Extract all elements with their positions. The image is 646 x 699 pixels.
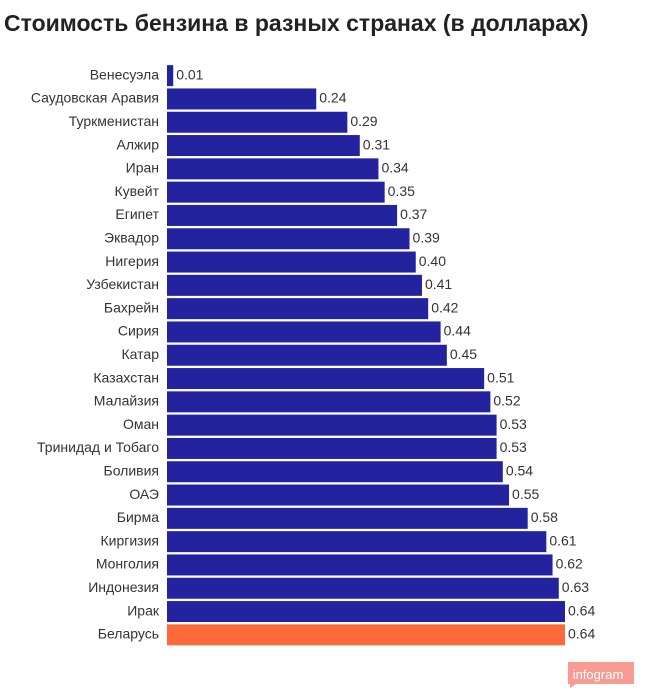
value-label: 0.52	[493, 393, 520, 409]
category-label: Венесуэла	[90, 66, 159, 82]
category-label: Индонезия	[88, 579, 159, 595]
value-label: 0.55	[512, 486, 539, 502]
bar[interactable]	[167, 111, 348, 133]
category-label: Сирия	[118, 323, 159, 339]
category-label: Бахрейн	[104, 299, 159, 315]
value-label: 0.01	[176, 66, 203, 82]
category-label: Нигерия	[105, 253, 159, 269]
bar[interactable]	[167, 65, 174, 87]
bar[interactable]	[167, 391, 491, 413]
value-label: 0.45	[450, 346, 477, 362]
bar[interactable]	[167, 437, 497, 459]
bar[interactable]	[167, 274, 422, 296]
bar[interactable]	[167, 181, 385, 203]
value-label: 0.41	[425, 276, 452, 292]
value-label: 0.61	[549, 532, 576, 548]
chart-title: Стоимость бензина в разных странах (в до…	[4, 10, 589, 36]
category-label: Египет	[115, 206, 159, 222]
value-label: 0.44	[444, 323, 471, 339]
value-label: 0.39	[413, 229, 440, 245]
value-label: 0.51	[487, 369, 514, 385]
bar[interactable]	[167, 484, 510, 506]
value-label: 0.64	[568, 602, 595, 618]
value-label: 0.53	[500, 439, 527, 455]
watermark-badge-icon	[568, 662, 634, 688]
bar[interactable]	[167, 204, 398, 226]
bar[interactable]	[167, 88, 317, 110]
bar[interactable]	[167, 507, 528, 529]
bar[interactable]	[167, 251, 416, 273]
value-label: 0.24	[319, 90, 346, 106]
category-label: Киргизия	[100, 532, 159, 548]
value-label: 0.64	[568, 626, 595, 642]
value-label: 0.62	[556, 556, 583, 572]
bar[interactable]	[167, 158, 379, 180]
bar[interactable]	[167, 577, 559, 599]
value-label: 0.53	[500, 416, 527, 432]
value-label: 0.37	[400, 206, 427, 222]
value-label: 0.29	[350, 113, 377, 129]
category-label: Кувейт	[115, 183, 160, 199]
bar[interactable]	[167, 624, 565, 646]
value-label: 0.54	[506, 462, 533, 478]
bar[interactable]	[167, 344, 447, 366]
value-label: 0.63	[562, 579, 589, 595]
value-label: 0.34	[381, 160, 408, 176]
value-label: 0.40	[419, 253, 446, 269]
category-label: Иран	[126, 160, 159, 176]
value-label: 0.58	[531, 509, 558, 525]
bar[interactable]	[167, 228, 410, 250]
bar[interactable]	[167, 601, 565, 623]
value-label: 0.42	[431, 299, 458, 315]
category-label: Катар	[122, 346, 160, 362]
bar[interactable]	[167, 414, 497, 436]
category-label: ОАЭ	[129, 486, 159, 502]
bar[interactable]	[167, 368, 485, 390]
category-label: Узбекистан	[86, 276, 159, 292]
category-label: Монголия	[96, 556, 159, 572]
category-label: Казахстан	[93, 369, 159, 385]
category-label: Бирма	[117, 509, 159, 525]
category-label: Эквадор	[104, 229, 159, 245]
watermark-label: infogram	[572, 667, 624, 682]
bar[interactable]	[167, 461, 503, 483]
category-label: Оман	[123, 416, 159, 432]
bar[interactable]	[167, 321, 441, 343]
infogram-watermark[interactable]: infogram	[562, 662, 634, 688]
category-label: Алжир	[117, 136, 160, 152]
category-label: Саудовская Аравия	[31, 90, 159, 106]
category-label: Боливия	[104, 462, 160, 478]
bar[interactable]	[167, 135, 360, 157]
category-label: Тринидад и Тобаго	[37, 439, 159, 455]
category-label: Туркменистан	[69, 113, 159, 129]
bar[interactable]	[167, 554, 553, 576]
bar[interactable]	[167, 298, 429, 320]
category-label: Малайзия	[94, 393, 159, 409]
value-label: 0.35	[388, 183, 415, 199]
bar[interactable]	[167, 531, 547, 553]
category-label: Ирак	[127, 602, 160, 618]
category-label: Беларусь	[98, 626, 159, 642]
value-label: 0.31	[363, 136, 390, 152]
